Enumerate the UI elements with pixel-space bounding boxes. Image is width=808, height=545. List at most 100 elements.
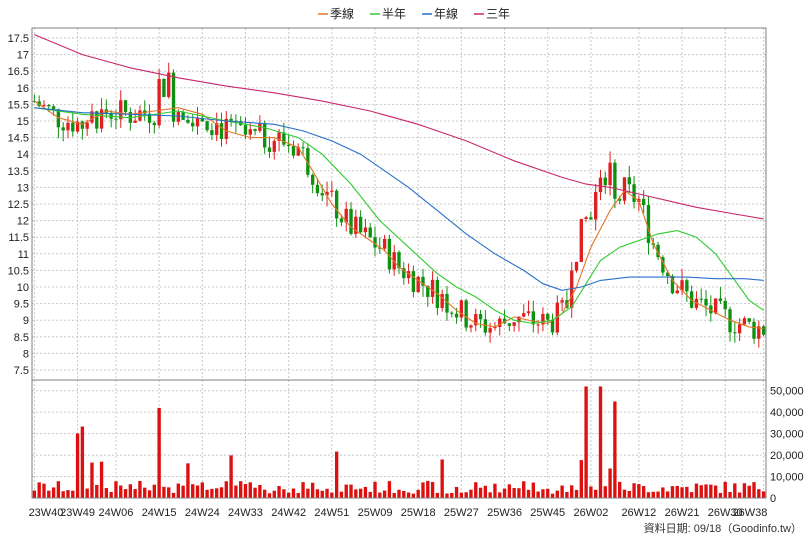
candle-body [224,118,228,139]
volume-bar [56,481,61,498]
candle-body [483,319,488,333]
volume-bar [267,493,272,498]
candle-body [680,280,684,291]
candle-body [411,271,416,292]
candle-body [512,322,516,326]
volume-bar [450,492,454,498]
volume-bar [651,491,655,498]
volume-bar [498,492,502,498]
volume-bar [584,386,588,498]
volume-bar [205,489,209,498]
volume-bar [191,484,195,498]
volume-bar [752,482,756,498]
volume-grid [32,390,766,478]
x-tick-label: 25W36 [487,507,522,519]
volume-bar [387,481,392,498]
volume-bar [349,484,353,498]
candle-body [358,216,363,233]
volume-bar [61,491,65,498]
candle-body [536,324,540,326]
price-tick-label: 9 [23,315,29,327]
volume-bar [248,482,252,498]
candle-body [243,125,248,135]
volume-bar [152,484,157,498]
volume-bar [325,488,329,498]
volume-bar [598,386,603,498]
candle-body [157,78,161,126]
candle-body [334,190,339,219]
volume-bar [109,492,113,498]
x-tick-label: 26W02 [573,507,608,519]
volume-bar [689,492,694,498]
volume-bar [47,490,51,498]
volume-bar [493,483,497,498]
volume-bar [133,489,137,498]
volume-bar [646,492,651,498]
candle-body [368,227,372,238]
volume-bar [397,489,401,498]
candle-body [502,318,507,324]
volume-bar [747,485,751,498]
volume-bar [661,487,665,498]
volume-frame [31,379,767,499]
volume-bar [104,488,109,498]
candle-body [531,311,536,325]
price-tick-label: 15 [17,116,29,128]
price-y-axis: 7.5 8 8.5 9 9.5 10 10.5 11 11.5 12 12.5 13 13.5 14 14.… [8,33,29,377]
candle-body [248,129,252,135]
candle-body [440,293,444,309]
volume-bar [291,488,296,498]
volume-bar [478,487,483,498]
volume-bars [32,386,766,498]
moving-averages [34,34,764,330]
candle-body [598,177,603,193]
candle-body [210,130,214,136]
candle-body [272,140,276,152]
volume-bar [421,482,425,498]
candle-body [282,132,286,145]
price-tick-label: 17.5 [8,33,29,45]
candle-body [277,132,281,141]
candle-body [517,316,521,323]
volume-bar [363,486,368,498]
candle-body [80,121,85,129]
volume-y-axis: 0 10,000 20,000 30,000 40,000 50,000 [770,386,804,505]
candle-body [363,227,368,233]
volume-bar [517,488,521,498]
price-tick-label: 16 [17,83,29,95]
candle-body [584,217,588,219]
price-tick-label: 10 [17,282,29,294]
candle-body [330,190,334,192]
candle-body [603,177,607,186]
candle-body [191,122,195,127]
candle-body [205,121,209,131]
candle-body [344,208,348,223]
candle-body [579,218,583,262]
candle-body [608,162,612,186]
x-tick-label: 24W51 [314,507,349,519]
candle-body [421,276,425,286]
price-tick-label: 13.5 [8,166,29,178]
volume-bar [368,491,372,498]
candle-body [622,177,627,201]
candle-body [709,305,713,314]
candle-body [618,198,622,201]
candle-body [574,261,579,271]
candle-body [119,100,123,120]
candle-body [426,285,430,297]
volume-bar [522,481,526,498]
x-tick-label: 24W24 [185,507,220,519]
candle-body [450,312,454,314]
candle-body [339,218,344,223]
volume-bar [51,487,56,498]
volume-bar [123,489,128,498]
volume-bar [378,492,382,498]
volume-bar [358,488,363,498]
volume-bar [757,489,761,498]
volume-bar [637,484,641,498]
candle-body [594,192,598,220]
price-tick-label: 12.5 [8,199,29,211]
candle-body [723,300,727,310]
volume-bar [430,481,435,498]
